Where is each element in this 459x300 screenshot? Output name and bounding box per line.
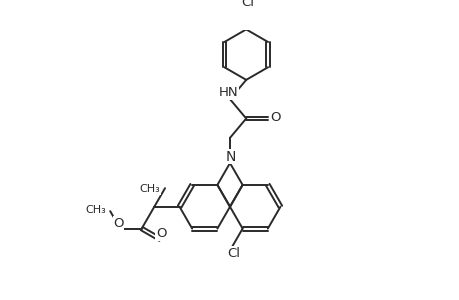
Text: Cl: Cl [241, 0, 254, 9]
Text: O: O [156, 227, 166, 240]
Text: HN: HN [218, 86, 237, 99]
Text: O: O [113, 217, 123, 230]
Text: O: O [270, 111, 280, 124]
Text: CH₃: CH₃ [140, 184, 160, 194]
Text: Cl: Cl [227, 247, 240, 260]
Text: CH₃: CH₃ [85, 205, 106, 215]
Text: N: N [225, 150, 235, 164]
